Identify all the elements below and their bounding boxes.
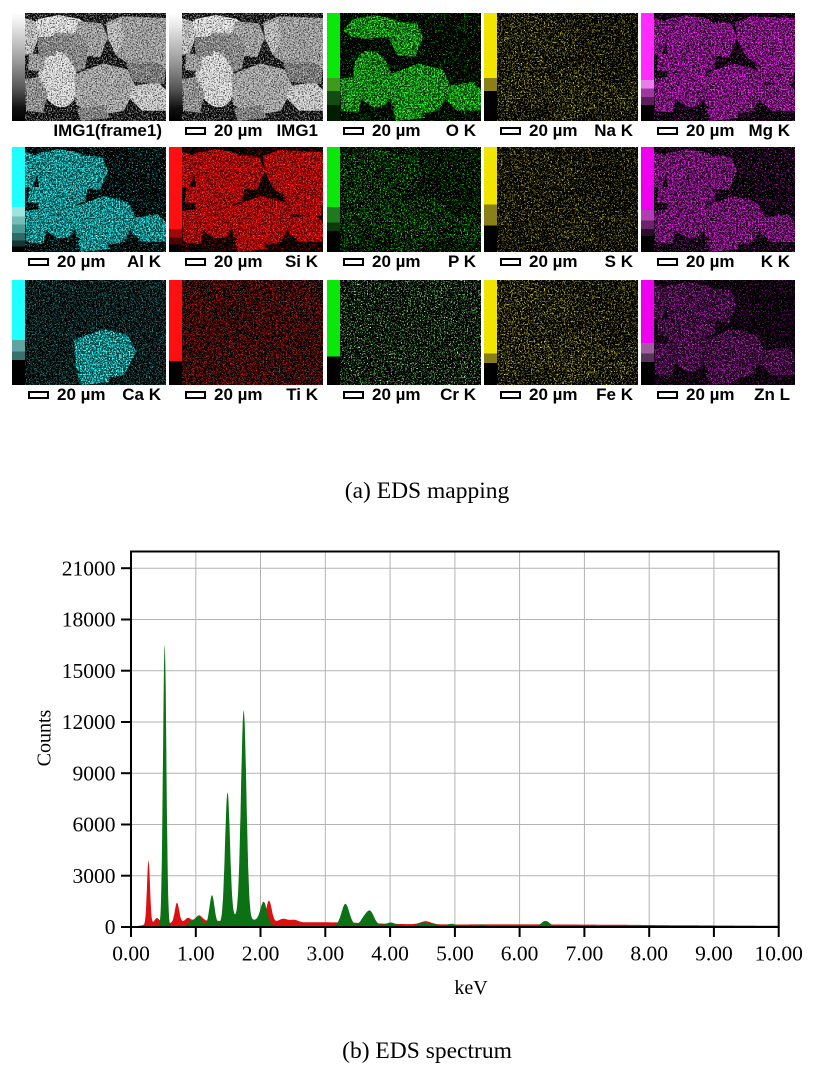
svg-text:18000: 18000 <box>62 608 116 632</box>
svg-text:keV: keV <box>454 977 488 999</box>
svg-text:6000: 6000 <box>73 813 116 837</box>
svg-text:12000: 12000 <box>62 710 116 734</box>
svg-text:8.00: 8.00 <box>630 942 668 966</box>
svg-text:2.00: 2.00 <box>242 942 280 966</box>
svg-text:6.00: 6.00 <box>501 942 539 966</box>
svg-text:10.00: 10.00 <box>755 942 803 966</box>
svg-text:0.00: 0.00 <box>112 942 150 966</box>
svg-text:1.00: 1.00 <box>177 942 215 966</box>
svg-text:3000: 3000 <box>73 864 116 888</box>
svg-text:Counts: Counts <box>34 709 56 766</box>
svg-text:9.00: 9.00 <box>695 942 733 966</box>
svg-text:4.00: 4.00 <box>371 942 409 966</box>
svg-text:5.00: 5.00 <box>436 942 474 966</box>
svg-text:0: 0 <box>105 915 116 939</box>
svg-text:15000: 15000 <box>62 659 116 683</box>
svg-text:3.00: 3.00 <box>306 942 344 966</box>
svg-text:21000: 21000 <box>62 556 116 580</box>
svg-text:9000: 9000 <box>73 761 116 785</box>
svg-text:7.00: 7.00 <box>566 942 604 966</box>
